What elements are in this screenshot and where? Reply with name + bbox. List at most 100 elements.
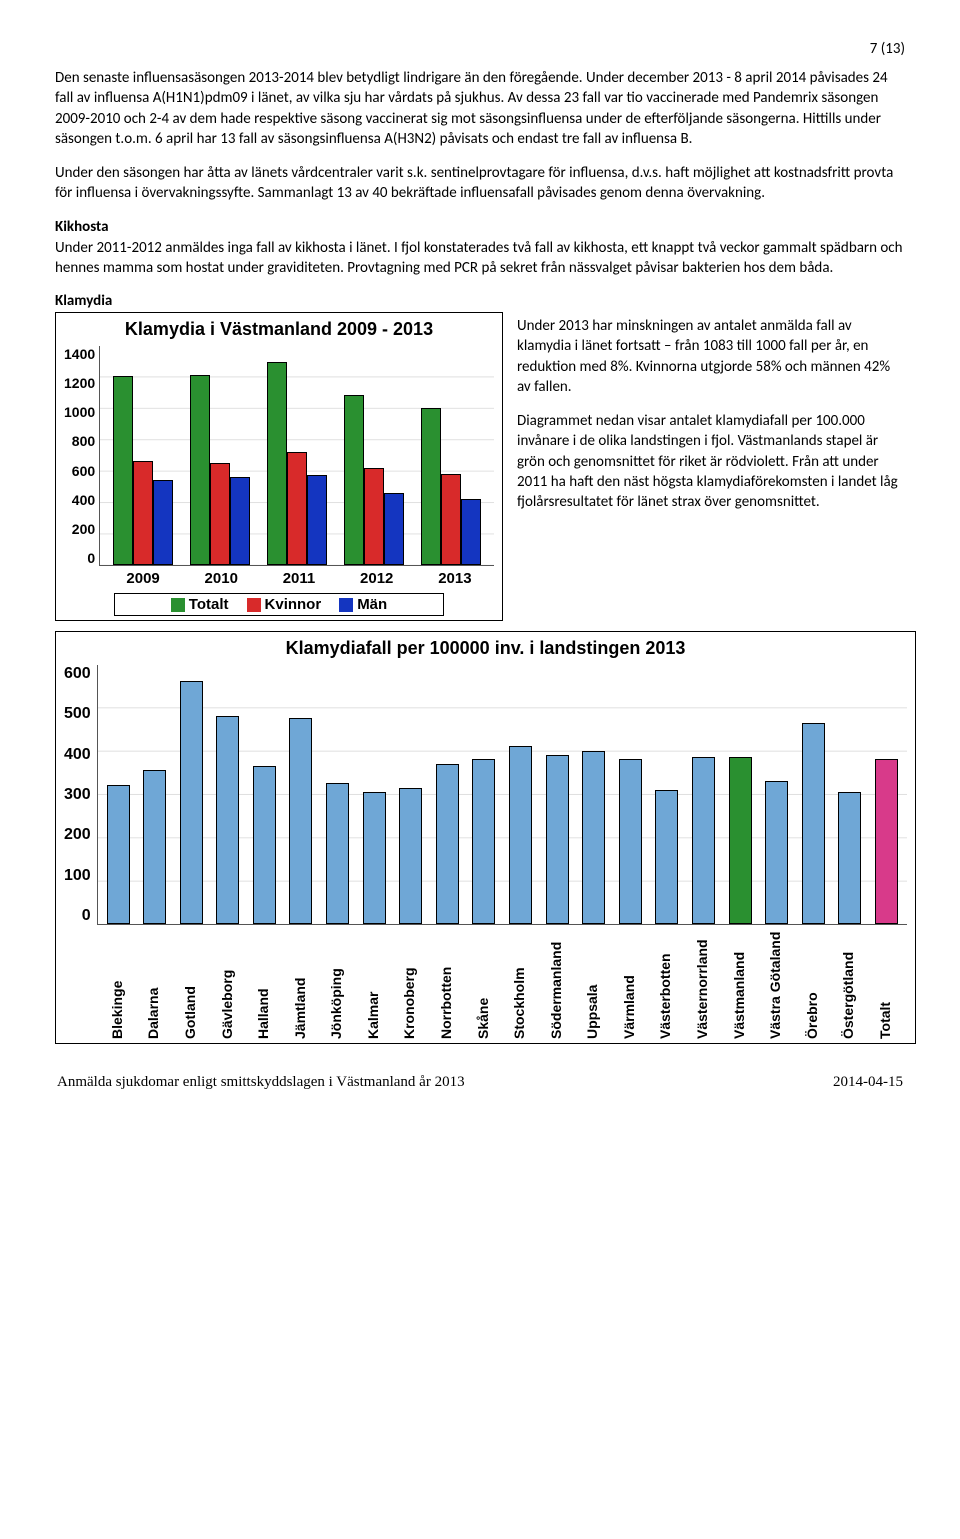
- chart2-bar: [692, 757, 715, 924]
- chart2-xtick: Uppsala: [584, 929, 607, 1039]
- chart2-xtick: Västmanland: [731, 929, 754, 1039]
- chart1-bar: [344, 395, 364, 565]
- chart2-xtick: Jönköping: [328, 929, 351, 1039]
- chart1-bar: [113, 376, 133, 565]
- chart1-legend-item: Män: [339, 596, 387, 613]
- chart2-xtick: Kronoberg: [401, 929, 424, 1039]
- chart1-bar: [267, 362, 287, 565]
- chart1-ytick: 1400: [64, 346, 95, 362]
- chart1-legend-item: Kvinnor: [247, 596, 322, 613]
- chart1-group: [421, 408, 481, 565]
- chart1-bar: [307, 475, 327, 565]
- chart1-xtick: 2012: [360, 570, 393, 587]
- chart1-xtick: 2009: [126, 570, 159, 587]
- chart2-yaxis: 6005004003002001000: [64, 665, 97, 925]
- footer-right: 2014-04-15: [833, 1074, 903, 1091]
- chart2-bar: [216, 716, 239, 924]
- chart1-ytick: 0: [87, 550, 95, 566]
- chart2-xtick: Totalt: [877, 929, 900, 1039]
- chart2-ytick: 0: [82, 907, 91, 925]
- chart1-bar: [153, 480, 173, 565]
- heading-klamydia: Klamydia: [55, 292, 905, 310]
- chart2-xtick: Kalmar: [365, 929, 388, 1039]
- side-paragraph-2: Diagrammet nedan visar antalet klamydiaf…: [517, 411, 905, 512]
- chart1-group: [190, 375, 250, 565]
- chart1-ytick: 400: [72, 492, 95, 508]
- chart2-ytick: 400: [64, 746, 91, 764]
- chart2-xtick: Stockholm: [511, 929, 534, 1039]
- chart1-bar: [133, 461, 153, 565]
- chart1-bar: [384, 493, 404, 565]
- chart2-bar: [582, 751, 605, 924]
- chart2-bar: [802, 723, 825, 925]
- chart2-bar: [399, 788, 422, 925]
- chart1-ytick: 800: [72, 433, 95, 449]
- chart2-bar: [180, 681, 203, 924]
- chart2-title: Klamydiafall per 100000 inv. i landsting…: [64, 638, 907, 659]
- chart2-bar: [253, 766, 276, 924]
- legend-swatch: [247, 598, 261, 612]
- chart2-xtick: Skåne: [475, 929, 498, 1039]
- legend-swatch: [339, 598, 353, 612]
- chart1-group: [267, 362, 327, 565]
- chart2-bar: [509, 746, 532, 924]
- chart2-xtick: Halland: [255, 929, 278, 1039]
- chart2-xtick: Blekinge: [109, 929, 132, 1039]
- chart2-bar: [472, 759, 495, 924]
- chart2-bar: [655, 790, 678, 924]
- chart1-bar: [287, 452, 307, 565]
- chart2-bar: [875, 759, 898, 924]
- chart1-xtick: 2010: [205, 570, 238, 587]
- chart1-ytick: 600: [72, 463, 95, 479]
- chart2-bar: [838, 792, 861, 924]
- chart1-xaxis: 2009 2010 2011 2012 2013: [104, 570, 494, 587]
- page-indicator: 7 (13): [55, 40, 905, 58]
- paragraph-influensa-1: Den senaste influensasäsongen 2013-2014 …: [55, 68, 905, 149]
- chart1-bar: [441, 474, 461, 565]
- chart1-bars: [99, 346, 494, 566]
- chart1-group: [344, 395, 404, 565]
- chart2-bar: [546, 755, 569, 924]
- footer-left: Anmälda sjukdomar enligt smittskyddslage…: [57, 1074, 465, 1091]
- chart2-bar: [289, 718, 312, 924]
- chart-klamydia-landsting: Klamydiafall per 100000 inv. i landsting…: [55, 631, 916, 1044]
- chart1-ytick: 1000: [64, 404, 95, 420]
- chart2-xtick: Gotland: [182, 929, 205, 1039]
- paragraph-influensa-2: Under den säsongen har åtta av länets vå…: [55, 163, 905, 204]
- chart-klamydia-vastmanland: Klamydia i Västmanland 2009 - 2013 14001…: [55, 312, 503, 621]
- chart1-group: [113, 376, 173, 565]
- chart1-bar: [421, 408, 441, 565]
- chart2-bar: [765, 781, 788, 924]
- chart2-xtick: Västernorrland: [694, 929, 717, 1039]
- chart2-bars: [97, 665, 907, 925]
- chart2-bar: [107, 785, 130, 924]
- chart2-xtick: Östergötland: [840, 929, 863, 1039]
- chart2-xtick: Örebro: [804, 929, 827, 1039]
- chart1-ytick: 1200: [64, 375, 95, 391]
- chart1-xtick: 2011: [283, 570, 316, 587]
- chart2-xtick: Norrbotten: [438, 929, 461, 1039]
- chart2-ytick: 300: [64, 786, 91, 804]
- chart2-bar: [729, 757, 752, 924]
- chart2-xtick: Dalarna: [145, 929, 168, 1039]
- chart1-bar: [230, 477, 250, 565]
- chart2-bar: [619, 759, 642, 924]
- chart2-xtick: Värmland: [621, 929, 644, 1039]
- chart1-legend-item: Totalt: [171, 596, 229, 613]
- chart1-legend: Totalt Kvinnor Män: [114, 593, 444, 616]
- chart2-bar: [326, 783, 349, 924]
- chart1-bar: [210, 463, 230, 565]
- chart1-ytick: 200: [72, 521, 95, 537]
- chart1-yaxis: 1400 1200 1000 800 600 400 200 0: [64, 346, 99, 566]
- chart2-xaxis: BlekingeDalarnaGotlandGävleborgHallandJä…: [102, 929, 907, 1039]
- chart2-xtick: Jämtland: [292, 929, 315, 1039]
- paragraph-kikhosta: Under 2011-2012 anmäldes inga fall av ki…: [55, 238, 905, 279]
- chart2-bar: [143, 770, 166, 924]
- chart1-bar: [461, 499, 481, 565]
- chart2-ytick: 600: [64, 665, 91, 683]
- chart2-xtick: Södermanland: [548, 929, 571, 1039]
- chart1-xtick: 2013: [438, 570, 471, 587]
- chart1-bar: [190, 375, 210, 565]
- side-paragraph-1: Under 2013 har minskningen av antalet an…: [517, 316, 905, 397]
- chart2-ytick: 200: [64, 826, 91, 844]
